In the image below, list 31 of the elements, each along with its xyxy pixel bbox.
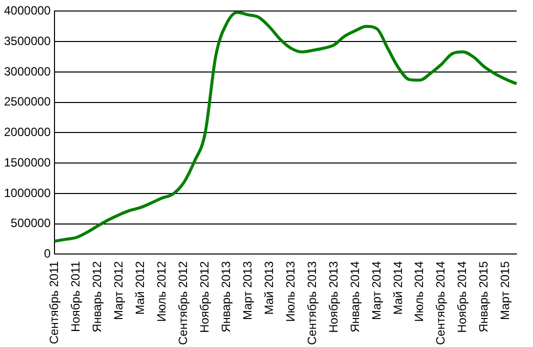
x-tick-label: Ноябрь 2012	[197, 260, 212, 333]
y-tick-label: 4000000	[4, 4, 52, 18]
x-tick-label: Май 2013	[262, 260, 276, 315]
x-tick-label: Март 2012	[111, 260, 126, 320]
y-tick-label: 3000000	[4, 64, 52, 78]
x-tick-label: Март 2014	[369, 260, 384, 320]
x-tick-label: Ноябрь 2011	[68, 260, 83, 332]
x-tick-label: Январь 2014	[348, 260, 362, 332]
x-tick-label: Май 2012	[132, 260, 147, 315]
x-tick-label: Сентябрь 2012	[176, 260, 190, 346]
x-tick-label: Сентябрь 2013	[304, 260, 319, 346]
y-tick-label: 1000000	[4, 186, 52, 200]
x-tick-label: Март 2013	[240, 260, 254, 320]
y-tick-label: 0	[44, 246, 52, 261]
y-tick-label: 2000000	[4, 125, 52, 140]
x-tick-label: Январь 2012	[90, 260, 104, 332]
x-tick-label: Июль 2013	[283, 260, 298, 322]
x-tick-label: Сентябрь 2014	[434, 260, 448, 346]
y-tick-label: 1500000	[4, 155, 52, 170]
x-tick-label: Ноябрь 2013	[326, 260, 340, 333]
x-tick-label: Июль 2012	[154, 260, 168, 322]
x-tick-label: Январь 2015	[476, 260, 491, 332]
y-tick-label: 3500000	[4, 34, 52, 48]
x-tick-label: Январь 2013	[218, 260, 233, 332]
y-tick-label: 2500000	[4, 94, 52, 109]
x-tick-label: Сентябрь 2011	[47, 260, 62, 344]
x-tick-label: Май 2014	[390, 260, 405, 315]
x-tick-label: Ноябрь 2014	[455, 260, 470, 333]
x-tick-label: Июль 2014	[412, 260, 426, 322]
x-tick-label: Март 2015	[498, 260, 512, 320]
y-tick-label: 500000	[10, 216, 52, 230]
